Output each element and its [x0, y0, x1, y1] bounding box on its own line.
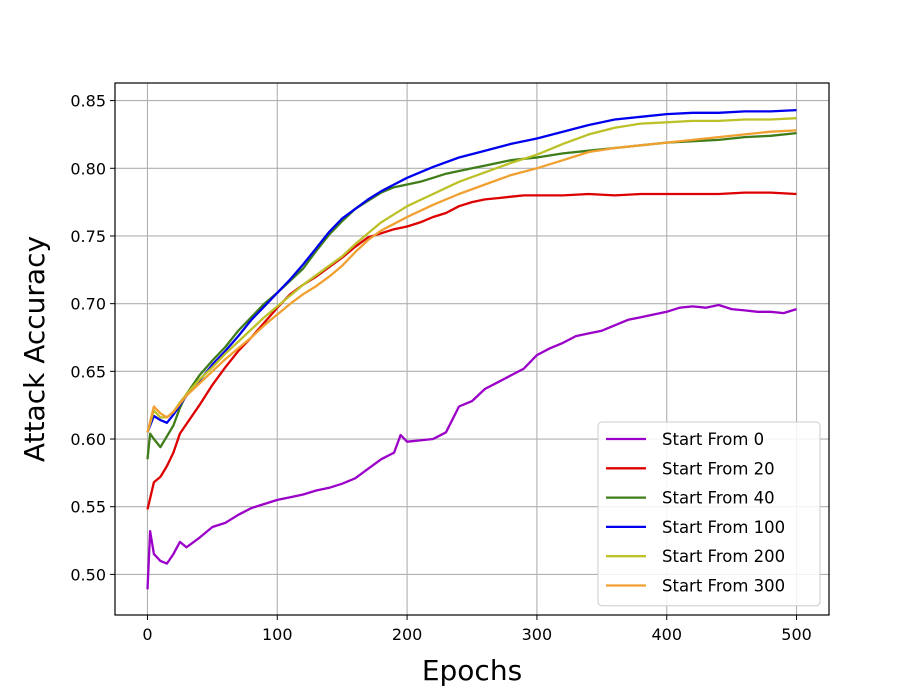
series-line-2 — [146, 131, 797, 460]
legend-box — [597, 421, 821, 607]
y-axis-label: Attack Accuracy — [18, 236, 51, 462]
legend-label: Start From 20 — [662, 459, 775, 478]
legend-label: Start From 40 — [662, 489, 775, 508]
legend-label: Start From 0 — [662, 430, 764, 449]
series-line-0 — [146, 303, 797, 590]
x-tick-label: 400 — [651, 625, 682, 644]
y-tick-label: 0.80 — [70, 159, 106, 178]
plot-area-frame — [114, 82, 830, 616]
x-tick-label: 500 — [781, 625, 812, 644]
y-tick-label: 0.85 — [70, 92, 106, 111]
x-tick-label: 300 — [522, 625, 553, 644]
y-tick-label: 0.55 — [70, 498, 106, 517]
x-axis-label: Epochs — [422, 654, 522, 687]
series-line-5 — [146, 129, 797, 433]
x-axis-ticks: 0 100 200 300 400 500 — [142, 615, 812, 644]
legend-label: Start From 100 — [662, 518, 785, 537]
y-tick-label: 0.65 — [70, 362, 106, 381]
series-lines — [146, 108, 797, 590]
y-axis-ticks: 0.50 0.55 0.60 0.65 0.70 0.75 0.80 0.85 — [70, 92, 115, 584]
x-tick-label: 0 — [142, 625, 152, 644]
series-line-4 — [146, 117, 797, 433]
x-tick-label: 200 — [392, 625, 423, 644]
y-tick-label: 0.70 — [70, 295, 106, 314]
series-line-3 — [146, 108, 797, 433]
x-tick-label: 100 — [262, 625, 293, 644]
legend-label: Start From 300 — [662, 577, 785, 596]
series-line-1 — [146, 191, 797, 510]
legend-label: Start From 200 — [662, 547, 785, 566]
y-tick-label: 0.50 — [70, 565, 106, 584]
y-tick-label: 0.75 — [70, 227, 106, 246]
legend: Start From 0 Start From 20 Start From 40 St… — [597, 421, 821, 607]
y-tick-label: 0.60 — [70, 430, 106, 449]
